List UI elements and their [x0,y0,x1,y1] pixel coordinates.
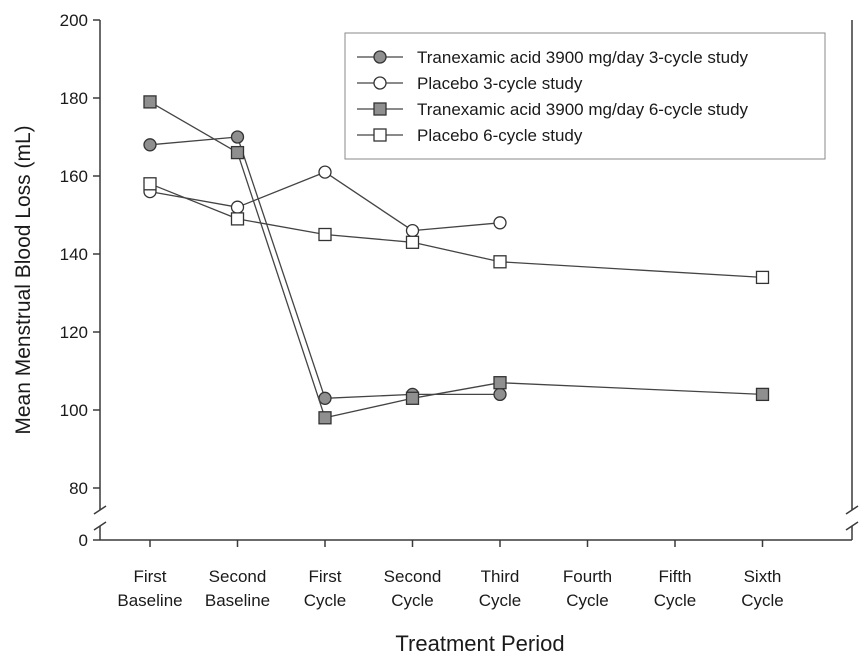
right-axis-break-mark [845,505,859,515]
legend-label: Tranexamic acid 3900 mg/day 6-cycle stud… [417,100,749,119]
series-line-segment [412,382,501,399]
data-point [318,411,332,425]
data-point [493,376,507,390]
data-point [493,255,507,269]
series-line-segment [499,261,763,279]
series-line-segment [149,136,238,146]
x-tick-label: Fourth [563,567,612,586]
legend-marker [373,102,387,116]
legend-marker [373,76,387,90]
series-line-segment [499,382,763,396]
data-point [230,200,245,214]
series-4 [143,177,770,285]
y-axis-title: Mean Menstrual Blood Loss (mL) [12,125,35,434]
series-line-segment [324,233,413,243]
legend-label: Placebo 3-cycle study [417,74,583,93]
y-tick-label: 0 [79,531,88,550]
legend-box [344,32,826,160]
x-tick-label: Cycle [654,591,697,610]
data-point [318,391,332,405]
series-line-segment [324,397,413,419]
series-line-segment [149,183,238,220]
data-point [143,95,157,109]
data-point [493,387,507,402]
x-tick-label: Second [384,567,442,586]
data-point [755,270,770,285]
x-tick-label: Cycle [741,591,784,610]
x-tick-label: Third [481,567,520,586]
x-tick-label: Sixth [744,567,782,586]
x-tick-label: Second [209,567,267,586]
legend: Tranexamic acid 3900 mg/day 3-cycle stud… [344,32,826,160]
data-point [755,387,770,402]
y-tick-label: 160 [60,167,88,186]
y-axis-break-mark [93,521,107,531]
x-tick-label: Baseline [117,591,182,610]
data-point [230,145,245,160]
series-line-segment [236,152,326,419]
y-tick-label: 100 [60,401,88,420]
x-tick-label: First [133,567,166,586]
series-line-segment [149,101,238,154]
series-line-segment [412,241,501,263]
series-2 [143,165,507,238]
legend-entry: Tranexamic acid 3900 mg/day 3-cycle stud… [357,48,749,67]
legend-marker [373,50,387,64]
legend-marker [373,128,387,142]
x-axis-title: Treatment Period [395,631,564,656]
data-point [230,130,245,144]
series-line-segment [237,171,326,208]
x-tick-label: Cycle [479,591,522,610]
y-tick-label: 120 [60,323,88,342]
legend-label: Tranexamic acid 3900 mg/day 3-cycle stud… [417,48,749,67]
y-axis-break-mark [93,505,107,515]
series-line-segment [237,218,326,236]
legend-entry: Placebo 6-cycle study [357,126,583,145]
data-point [318,165,332,179]
y-tick-label: 80 [69,479,88,498]
data-series [143,95,770,425]
series-3 [143,95,770,425]
data-point [405,235,420,249]
y-tick-label: 140 [60,245,88,264]
data-point [230,212,245,226]
right-axis-break-mark [845,521,859,531]
series-line-segment [324,393,413,399]
data-point [318,227,332,242]
data-point [493,216,507,230]
x-tick-label: First [308,567,341,586]
legend-label: Placebo 6-cycle study [417,126,583,145]
y-tick-label: 200 [60,11,88,30]
data-point [143,138,157,152]
legend-entry: Tranexamic acid 3900 mg/day 6-cycle stud… [357,100,749,119]
series-line-segment [149,190,238,208]
axes [93,19,859,547]
tick-labels: 80 100 120 140 160 180 200 0 First Baseline Second… [60,11,784,610]
series-line-segment [236,136,326,399]
data-point [405,391,420,405]
data-point [405,223,420,238]
legend-entry: Placebo 3-cycle study [357,74,583,93]
x-tick-label: Cycle [391,591,434,610]
series-line-segment [324,171,413,232]
x-tick-label: Fifth [658,567,691,586]
x-tick-label: Cycle [304,591,347,610]
x-tick-label: Baseline [205,591,270,610]
y-tick-label: 180 [60,89,88,108]
x-tick-label: Cycle [566,591,609,610]
data-point [143,177,157,191]
series-line-segment [412,222,501,232]
